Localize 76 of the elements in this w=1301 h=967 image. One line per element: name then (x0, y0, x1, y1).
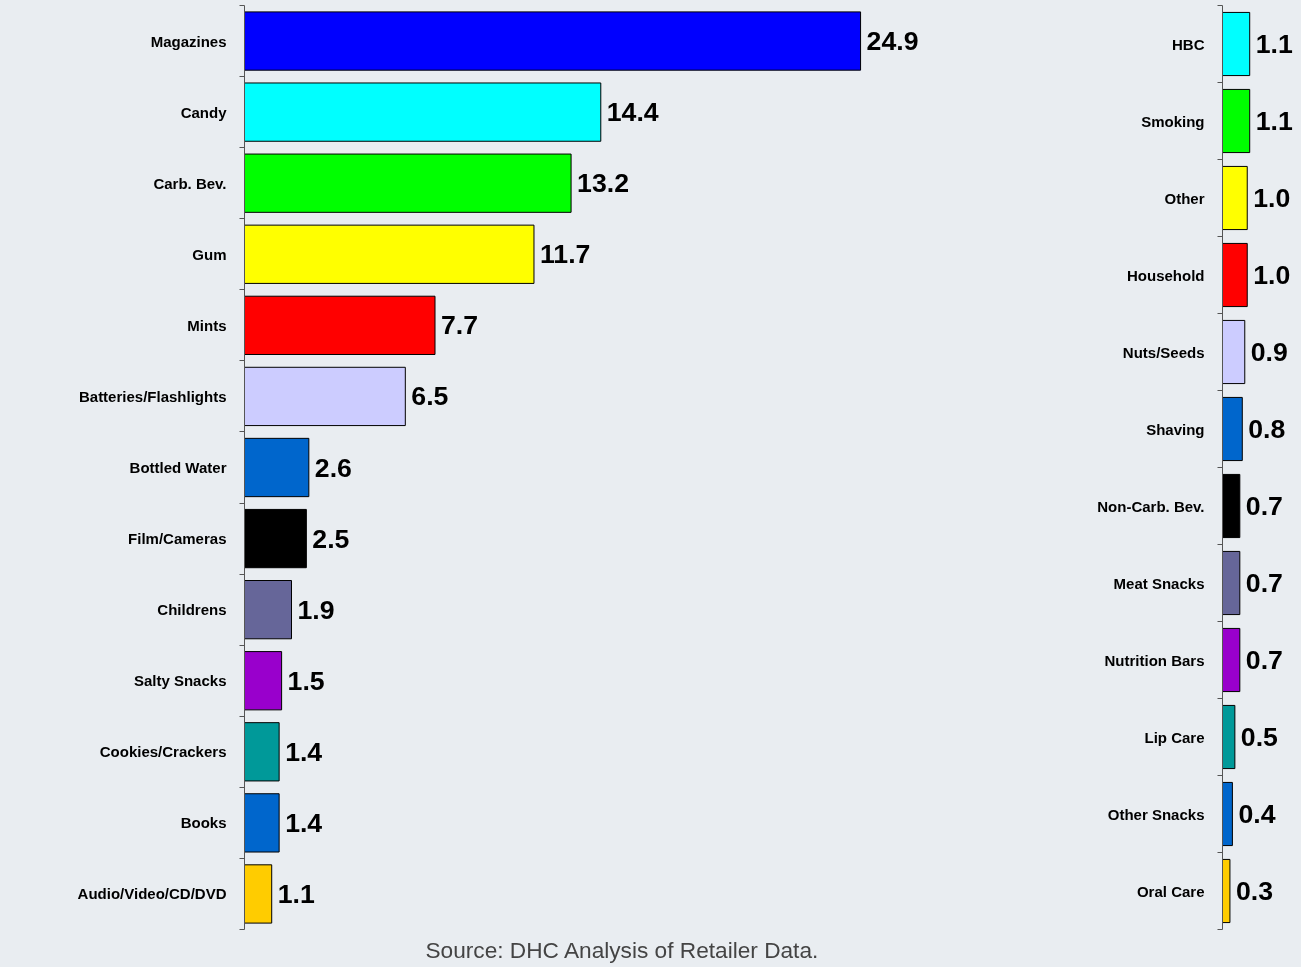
y-tick-label: Oral Care (1136, 882, 1205, 900)
y-tick-label: Candy (180, 103, 228, 121)
bar (1222, 396, 1243, 462)
bar (244, 437, 310, 498)
y-tick-label: Shaving (1146, 420, 1205, 438)
bar (244, 722, 280, 782)
bar (244, 864, 273, 924)
bar (244, 508, 307, 569)
y-tick-label: Nutrition Bars (1104, 651, 1205, 669)
data-label: 13.2 (577, 168, 629, 199)
data-label: 1.1 (1255, 29, 1293, 59)
bar (244, 11, 862, 71)
bar (1222, 858, 1231, 924)
bar (1222, 165, 1248, 231)
data-label: 1.4 (285, 807, 323, 838)
y-tick-label: Childrens (157, 601, 227, 619)
bar (1222, 627, 1241, 693)
y-tick-label: HBC (1172, 35, 1205, 53)
y-tick-label: Magazines (150, 32, 227, 50)
y-tick-label: Carb. Bev. (153, 174, 227, 192)
y-tick-label: Household (1127, 266, 1205, 284)
bar (244, 295, 436, 355)
data-label: 24.9 (866, 26, 919, 57)
data-label: 1.1 (1255, 106, 1293, 136)
y-tick-label: Bottled Water (129, 459, 227, 476)
y-tick-label: Nuts/Seeds (1122, 343, 1205, 361)
bar (244, 82, 602, 142)
data-label: 7.7 (441, 310, 479, 341)
data-label: 0.4 (1238, 799, 1276, 829)
source-note: Source: DHC Analysis of Retailer Data. (425, 936, 819, 963)
y-tick-label: Mints (187, 316, 227, 334)
bar (244, 580, 293, 640)
bar (1222, 88, 1251, 154)
data-label: 0.8 (1248, 414, 1286, 444)
bar (1222, 473, 1241, 539)
y-tick-label: Gum (192, 245, 227, 263)
bar (1222, 242, 1248, 308)
bar (1222, 781, 1233, 847)
y-tick-label: Film/Cameras (128, 530, 227, 548)
bar (1222, 319, 1246, 385)
data-label: 0.7 (1245, 568, 1283, 598)
y-tick-label: Cookies/Crackers (99, 743, 227, 761)
bar (1222, 550, 1241, 616)
data-label: 2.5 (312, 523, 350, 554)
data-label: 0.7 (1245, 491, 1283, 521)
data-label: 1.5 (287, 665, 325, 696)
y-tick-label: Other Snacks (1107, 805, 1205, 823)
data-label: 0.9 (1250, 337, 1288, 367)
y-tick-label: Smoking (1141, 112, 1205, 130)
bar (1222, 704, 1236, 770)
data-label: 6.5 (411, 381, 449, 412)
bar (244, 651, 283, 711)
data-label: 1.0 (1253, 260, 1291, 290)
y-tick-label: Audio/Video/CD/DVD (77, 885, 227, 903)
y-tick-label: Books (180, 814, 227, 832)
bar (244, 793, 280, 853)
y-tick-label: Other (1164, 189, 1205, 207)
y-tick-label: Batteries/Flashlights (78, 387, 227, 405)
bar (244, 153, 572, 213)
data-label: 1.1 (277, 878, 315, 909)
data-label: 2.6 (314, 452, 352, 483)
data-label: 14.4 (606, 97, 659, 128)
data-label: 1.4 (285, 736, 323, 767)
bar (244, 224, 535, 284)
data-label: 0.7 (1245, 645, 1283, 675)
data-label: 11.7 (539, 239, 591, 270)
y-tick-label: Salty Snacks (133, 672, 227, 690)
data-label: 1.9 (297, 594, 335, 625)
y-tick-label: Non-Carb. Bev. (1097, 497, 1205, 515)
data-label: 0.5 (1240, 722, 1279, 752)
data-label: 1.0 (1253, 183, 1291, 213)
y-tick-label: Lip Care (1144, 728, 1205, 746)
data-label: 0.3 (1235, 876, 1273, 906)
bar (244, 366, 406, 427)
y-tick-label: Meat Snacks (1113, 574, 1205, 592)
bar (1222, 11, 1251, 77)
